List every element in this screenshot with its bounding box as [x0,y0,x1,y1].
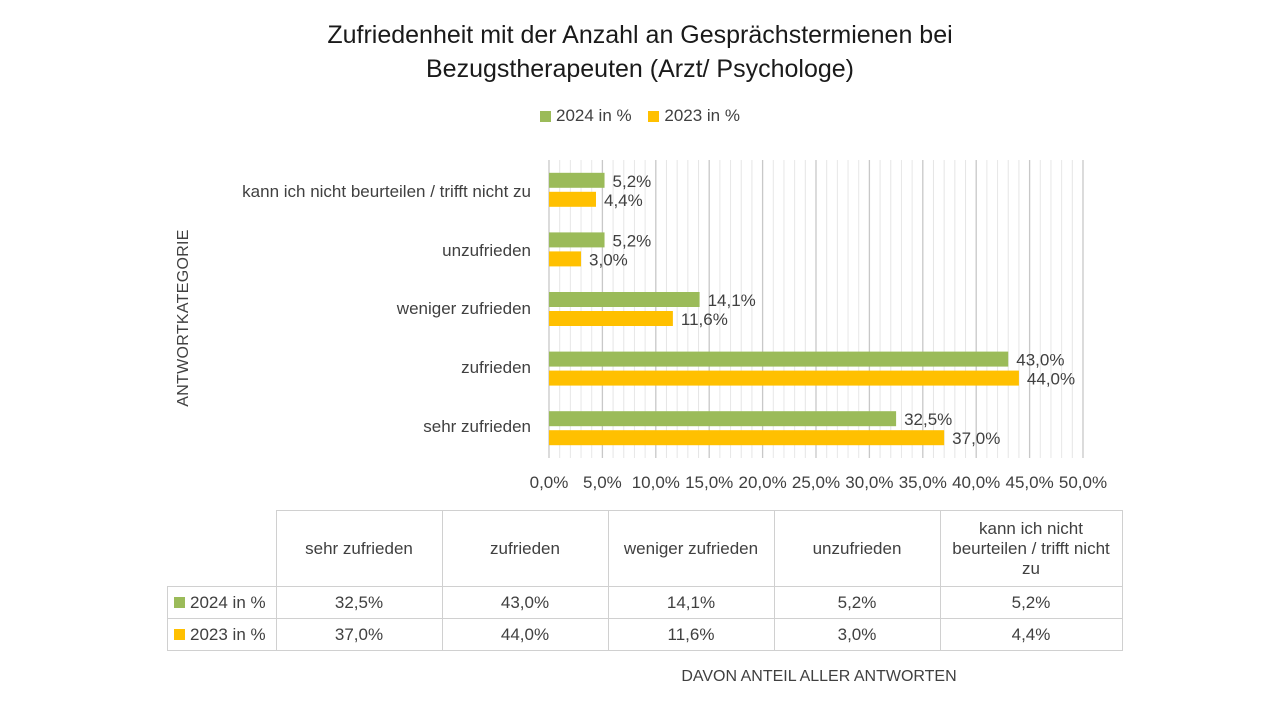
table-row-head: 2024 in % [167,586,277,619]
x-tick-label: 40,0% [952,473,1000,492]
bar-data-label: 5,2% [613,172,652,191]
category-label: sehr zufrieden [423,417,531,436]
legend-item-2024: 2024 in % [540,106,632,126]
bar-chart: 0,0% 5,0% 10,0% 15,0% 20,0% 25,0% 30,0% 35,0% 40… [530,160,1107,492]
table-row-2023: 2023 in % 37,0% 44,0% 11,6% 3,0% 4,4% [167,618,1123,651]
bar-2023 [549,191,596,207]
table-cell: 37,0% [275,618,443,651]
category-label: kann ich nicht beurteilen / trifft nicht… [242,182,531,201]
x-tick-label: 20,0% [738,473,786,492]
chart-legend: 2024 in % 2023 in % [0,106,1280,127]
chart-title-line2: Bezugstherapeuten (Arzt/ Psychologe) [425,55,854,83]
bar-data-label: 14,1% [708,291,756,310]
bar-data-label: 44,0% [1027,370,1075,389]
table-header: zufrieden [441,510,609,587]
table-cell: 32,5% [275,586,443,619]
table-cell: 43,0% [441,586,609,619]
chart-title: Zufriedenheit mit der Anzahl an Gespräch… [240,18,1040,86]
table-cell: 11,6% [607,618,775,651]
table-swatch-2023 [174,628,185,640]
legend-label-2023: 2023 in % [664,106,740,125]
x-axis-title-text: DAVON ANTEIL ALLER ANTWORTEN [681,668,957,685]
table-row-2024: 2024 in % 32,5% 43,0% 14,1% 5,2% 5,2% [167,586,1123,619]
x-tick-label: 25,0% [792,473,840,492]
bar-data-label: 4,4% [604,191,643,210]
x-tick-label: 35,0% [899,473,947,492]
bar-2023 [549,430,945,446]
x-tick-label: 0,0% [530,473,569,492]
bar-2024 [549,411,897,427]
table-cell: 5,2% [939,586,1123,619]
table-cell: 3,0% [773,618,941,651]
x-axis-title: DAVON ANTEIL ALLER ANTWORTEN [0,668,1280,686]
table-row-label: 2023 in % [190,624,266,644]
x-tick-label: 30,0% [845,473,893,492]
bar-data-label: 32,5% [904,410,952,429]
legend-swatch-2023 [648,110,660,122]
bar-2023 [549,251,582,267]
x-tick-label: 10,0% [632,473,680,492]
table-header: weniger zufrieden [607,510,775,587]
legend-item-2023: 2023 in % [648,106,740,126]
table-cell: 44,0% [441,618,609,651]
table-header: unzufrieden [773,510,941,587]
bar-data-label: 43,0% [1016,351,1064,370]
bar-data-label: 3,0% [589,250,628,269]
category-label: weniger zufrieden [396,299,531,318]
bar-2024 [549,232,605,248]
table-corner [167,510,277,587]
table-header: kann ich nicht beurteilen / trifft nicht… [939,510,1123,587]
category-label: unzufrieden [442,241,531,260]
table-cell: 4,4% [939,618,1123,651]
bar-2024 [549,172,605,188]
table-header-row: sehr zufrieden zufrieden weniger zufried… [167,510,1123,587]
bar-data-label: 11,6% [681,310,728,329]
data-table: sehr zufrieden zufrieden weniger zufried… [167,510,1123,651]
chart-title-line1: Zufriedenheit mit der Anzahl an Gespräch… [327,21,953,49]
table-header: sehr zufrieden [275,510,443,587]
x-tick-label: 45,0% [1005,473,1053,492]
bar-2024 [549,351,1009,367]
bar-data-label: 37,0% [952,429,1000,448]
table-cell: 14,1% [607,586,775,619]
category-label: zufrieden [461,358,531,377]
bar-data-label: 5,2% [613,231,652,250]
x-tick-label: 5,0% [583,473,622,492]
x-tick-label: 15,0% [685,473,733,492]
legend-swatch-2024 [540,110,551,122]
table-row-label: 2024 in % [190,592,266,612]
bar-2023 [549,370,1019,386]
table-row-head: 2023 in % [167,618,277,651]
bar-2023 [549,311,673,326]
table-cell: 5,2% [773,586,941,619]
table-swatch-2024 [174,596,185,608]
bar-2024 [549,292,700,307]
x-tick-label: 50,0% [1059,473,1107,492]
legend-label-2024: 2024 in % [556,106,632,125]
